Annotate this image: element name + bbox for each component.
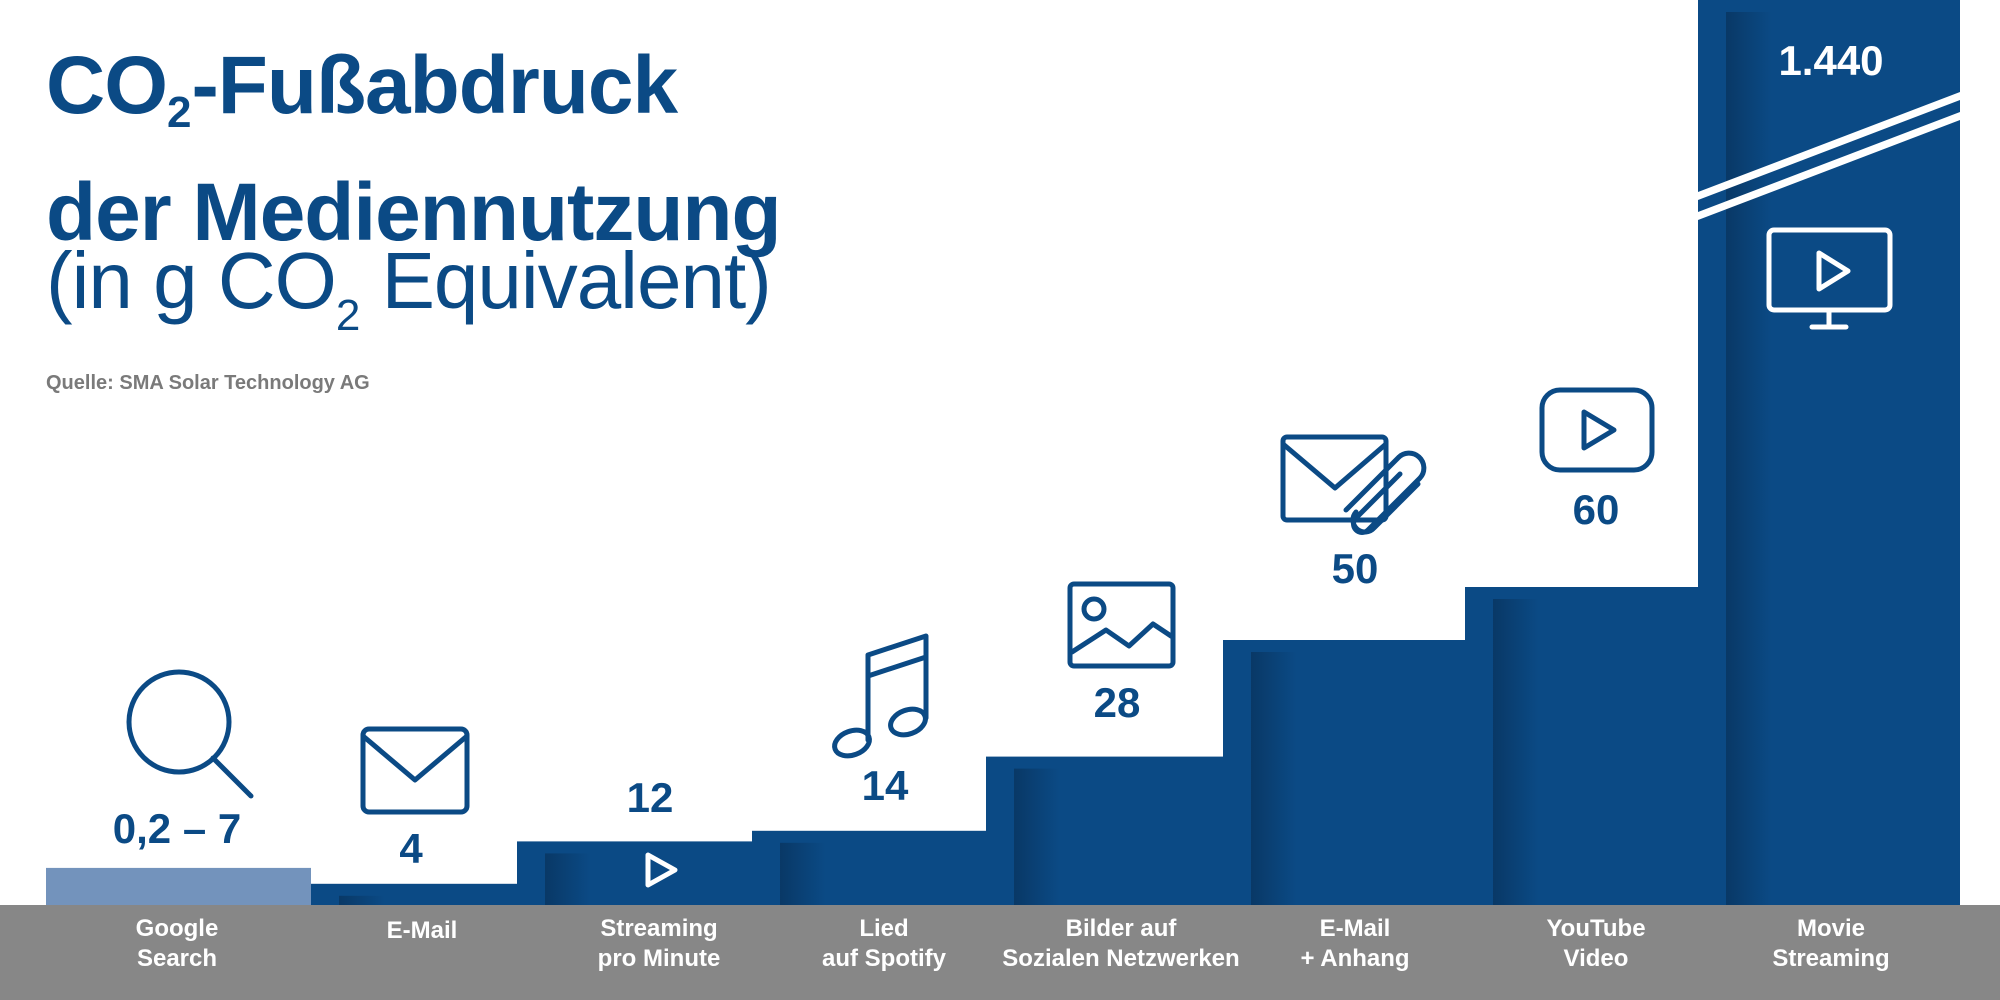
page-title: CO2-Fußabdruck der Mediennutzung	[46, 36, 782, 263]
category-label-4: Bilder auf Sozialen Netzwerken	[1002, 915, 1239, 972]
value-label-5: 50	[1332, 545, 1379, 592]
axis-break-stripe-0	[1698, 92, 1960, 200]
source-note: Quelle: SMA Solar Technology AG	[46, 372, 370, 394]
value-label-3: 14	[862, 762, 909, 809]
title-subscript: 2	[167, 88, 192, 137]
value-label-7: 1.440	[1778, 37, 1883, 84]
title-co: CO	[46, 40, 168, 131]
title-footprint: -Fußabdruck	[191, 40, 678, 131]
unit-suffix: Equivalent)	[360, 236, 772, 325]
category-axis-band	[0, 905, 2000, 1000]
category-label-0: Google Search	[136, 915, 219, 972]
axis-break-stripe-1	[1698, 112, 1960, 220]
image-icon	[1067, 581, 1176, 669]
monitor-play-icon	[1766, 227, 1893, 330]
category-label-2: Streaming pro Minute	[598, 915, 721, 972]
unit-subscript: 2	[335, 291, 361, 340]
category-label-1: E-Mail	[387, 917, 458, 944]
mail-icon	[360, 726, 470, 815]
category-label-5: E-Mail + Anhang	[1300, 915, 1409, 972]
search-icon	[126, 669, 254, 799]
youtube-play-icon	[1539, 387, 1655, 473]
value-label-0: 0,2 – 7	[113, 805, 241, 852]
mail-attachment-icon	[1280, 434, 1427, 535]
unit-text: (in g CO	[46, 236, 337, 325]
bar-shade-1	[339, 895, 469, 905]
category-label-6: YouTube Video	[1546, 915, 1645, 972]
bar-shade-3	[780, 842, 910, 905]
category-label-7: Movie Streaming	[1772, 915, 1889, 972]
category-label-3: Lied auf Spotify	[822, 915, 947, 972]
bar-0	[46, 867, 311, 905]
value-label-4: 28	[1094, 679, 1141, 726]
value-label-2: 12	[627, 774, 674, 821]
bar-shade-5	[1251, 652, 1381, 905]
play-icon	[645, 852, 678, 888]
bar-shade-6	[1493, 599, 1623, 905]
bar-shade-4	[1014, 768, 1144, 905]
title-media-usage: der Mediennutzung	[46, 167, 782, 258]
unit-subtitle: (in g CO2 Equivalent)	[46, 236, 772, 361]
music-note-icon	[832, 633, 929, 759]
value-label-6: 60	[1573, 486, 1620, 533]
value-label-1: 4	[399, 825, 423, 872]
